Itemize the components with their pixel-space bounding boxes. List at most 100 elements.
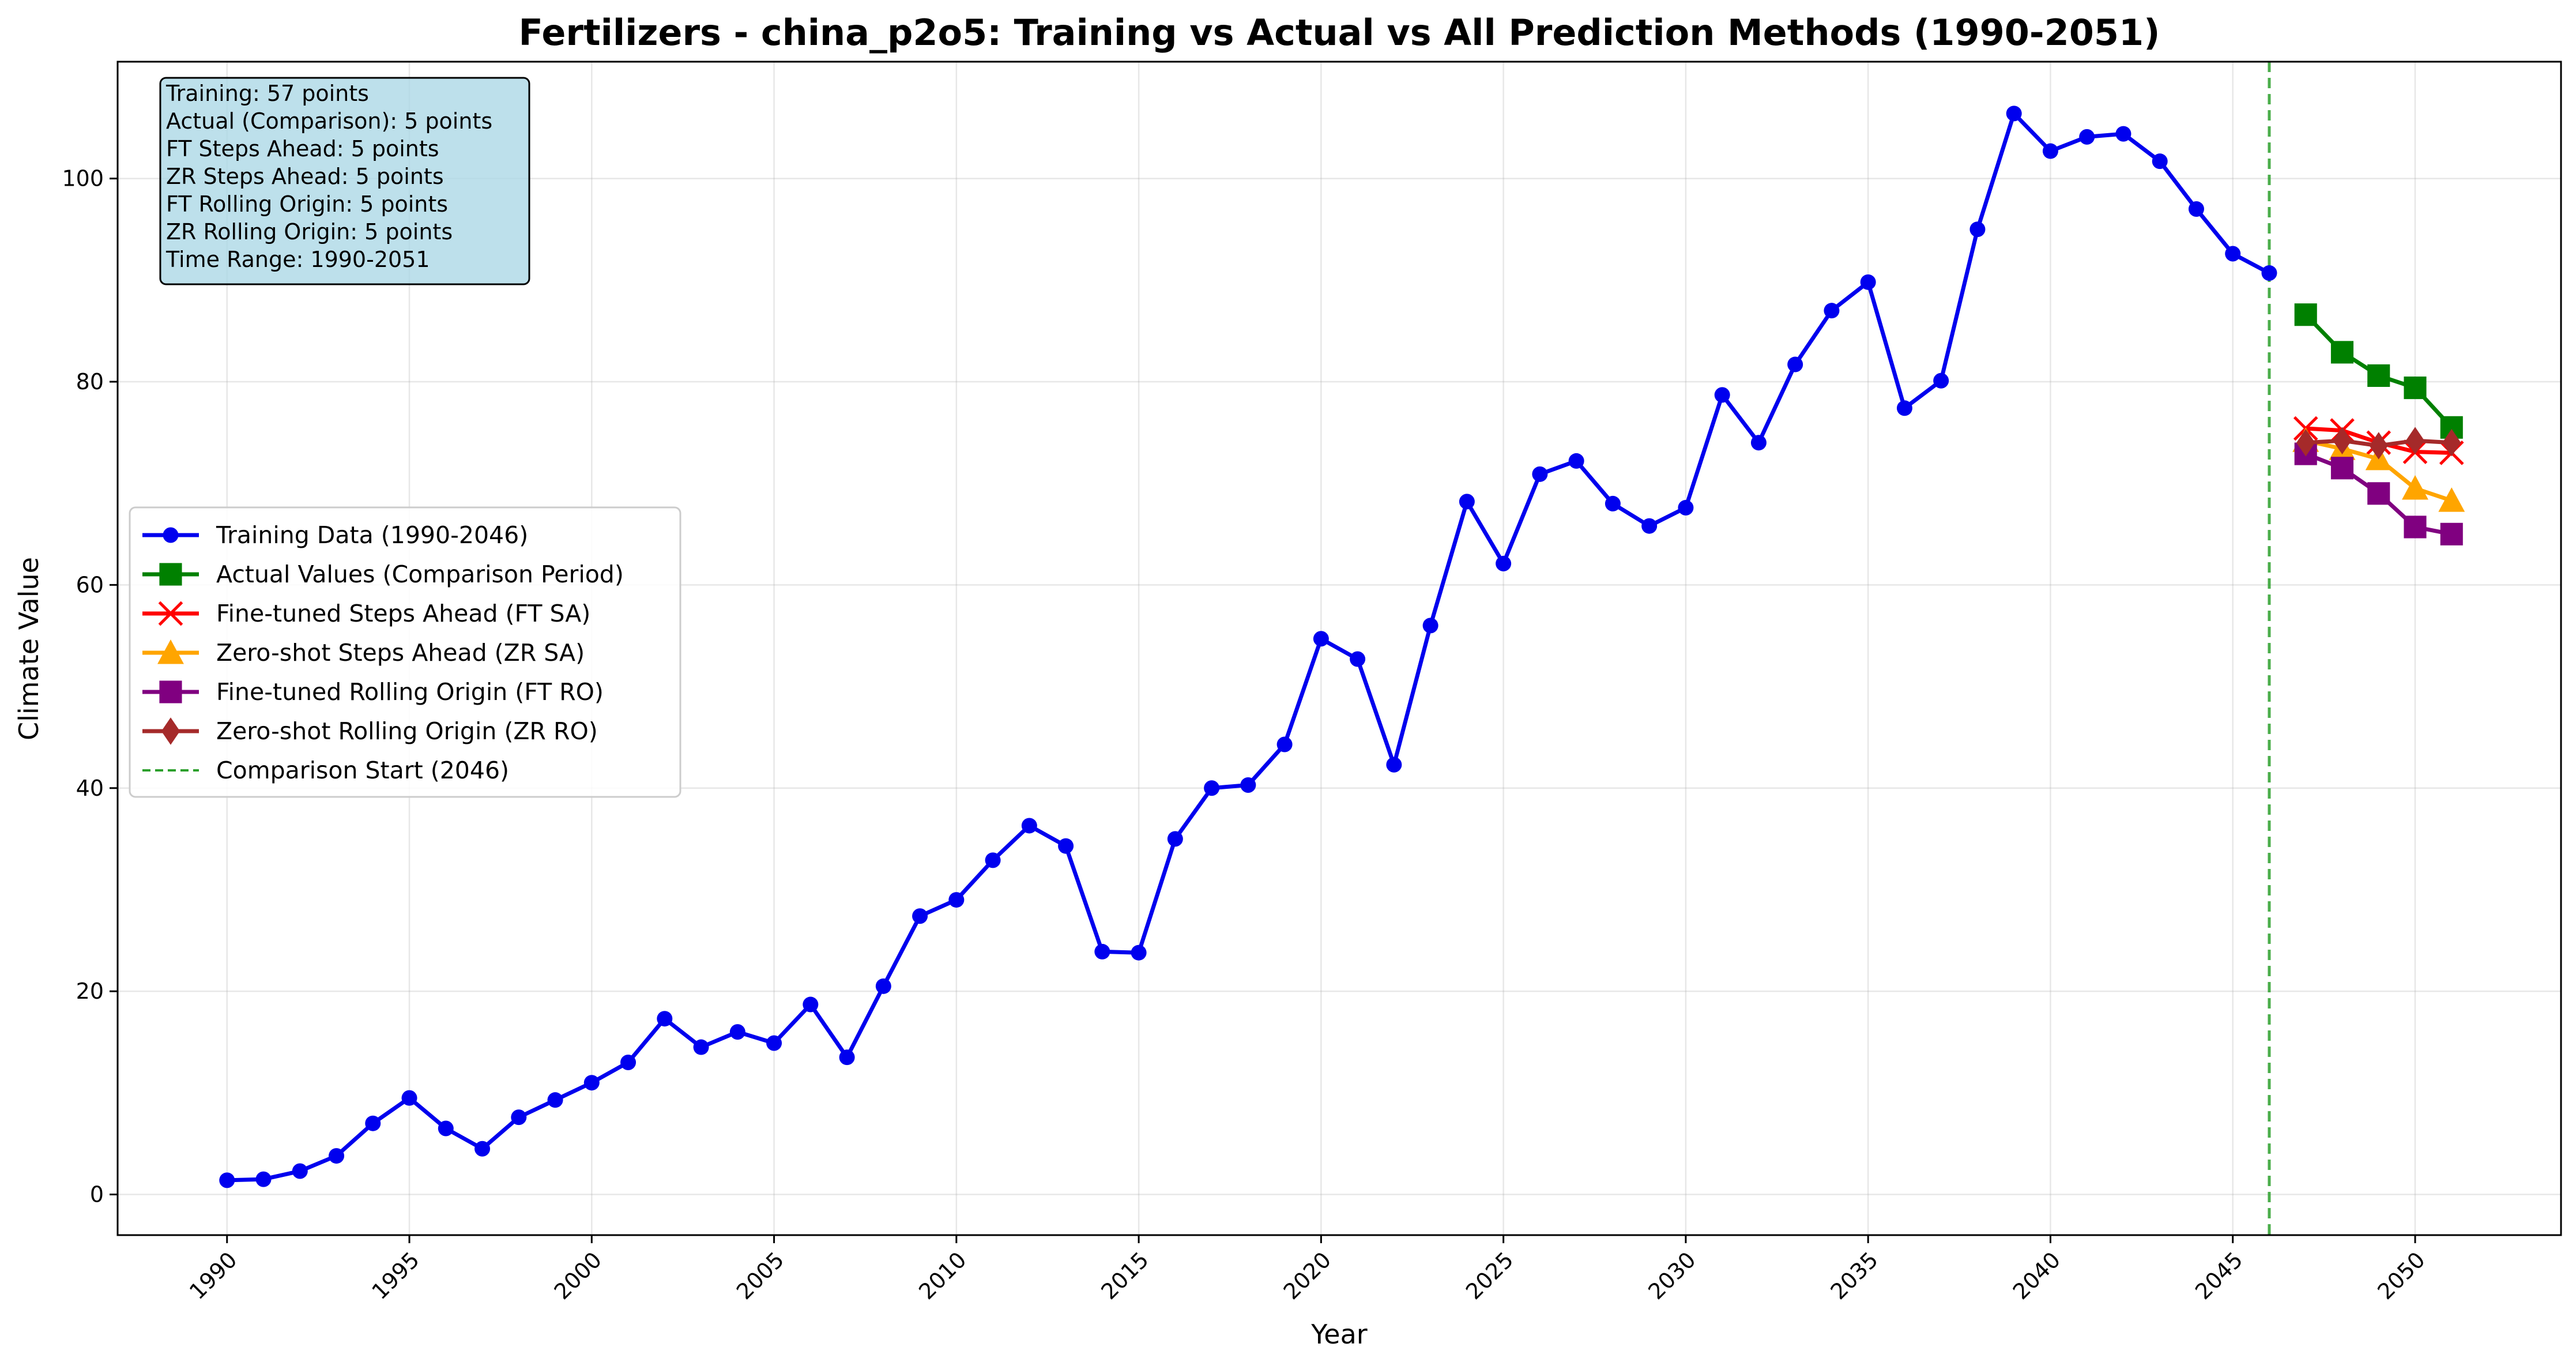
y-axis-title: Climate Value [13, 557, 44, 740]
data-point [1094, 943, 1110, 959]
data-point [255, 1171, 272, 1187]
data-point [2079, 129, 2095, 145]
data-point [2042, 143, 2058, 159]
grid [118, 62, 2561, 1235]
legend-label: Comparison Start (2046) [216, 757, 509, 784]
legend-label: Zero-shot Rolling Origin (ZR RO) [216, 717, 598, 745]
data-point [1605, 495, 1621, 511]
data-point [1459, 494, 1475, 510]
data-point [2440, 522, 2463, 545]
legend-marker [159, 680, 182, 703]
data-point [1714, 387, 1730, 403]
data-point [875, 978, 891, 994]
data-point [2369, 432, 2388, 460]
info-box-line: ZR Steps Ahead: 5 points [166, 164, 444, 189]
legend-label: Training Data (1990-2046) [216, 521, 528, 549]
data-point [1568, 453, 1584, 469]
data-point [2115, 126, 2131, 142]
data-point [2296, 428, 2315, 457]
y-tick-label: 100 [62, 166, 104, 191]
series-6 [2296, 427, 2461, 460]
series-group [219, 106, 2465, 1188]
data-point [1496, 555, 1512, 571]
data-point [365, 1115, 381, 1131]
data-point [2152, 153, 2168, 170]
data-point [1422, 618, 1438, 634]
legend-entry: Comparison Start (2046) [142, 757, 509, 784]
data-point [2294, 303, 2317, 326]
x-marker-stroke [158, 601, 183, 626]
data-point [2404, 515, 2427, 539]
y-tick-label: 20 [76, 979, 104, 1004]
y-tick-label: 0 [90, 1182, 104, 1207]
data-point [2006, 106, 2022, 122]
data-point [2225, 246, 2241, 262]
legend: Training Data (1990-2046) Actual Values (… [129, 506, 681, 798]
data-point [1824, 303, 1840, 319]
info-box-line: Actual (Comparison): 5 points [166, 108, 492, 134]
data-point [1350, 651, 1366, 667]
legend-entry: Zero-shot Rolling Origin (ZR RO) [142, 717, 598, 745]
info-box-line: Training: 57 points [165, 81, 369, 106]
data-point [1933, 372, 1949, 389]
data-point [1896, 400, 1912, 416]
data-point [329, 1148, 345, 1164]
y-axis: 0 20 40 60 80 100 [62, 166, 118, 1207]
data-point [948, 892, 965, 908]
legend-marker [161, 717, 180, 745]
data-point [1386, 757, 1402, 773]
legend-marker [158, 601, 183, 626]
data-point [1167, 831, 1183, 847]
plot-frame [116, 61, 2562, 1236]
y-tick-label: 80 [76, 369, 104, 394]
info-box-line: ZR Rolling Origin: 5 points [166, 219, 453, 244]
data-point [2442, 428, 2461, 457]
data-point [401, 1090, 417, 1106]
legend-marker [163, 527, 179, 543]
data-point [2330, 457, 2354, 480]
data-point [2333, 427, 2352, 454]
legend-background [129, 506, 681, 798]
info-box-line: FT Steps Ahead: 5 points [166, 136, 439, 161]
y-tick-label: 40 [76, 776, 104, 801]
data-point [2404, 377, 2427, 400]
chart-title: Fertilizers - china_p2o5: Training vs Ac… [518, 12, 2160, 54]
data-point [1532, 466, 1548, 482]
data-point [1131, 944, 1147, 961]
data-point [511, 1109, 527, 1126]
series-1 [219, 106, 2277, 1188]
data-point [729, 1024, 745, 1040]
info-box-line: FT Rolling Origin: 5 points [166, 191, 448, 217]
data-point [2367, 482, 2390, 505]
data-point [912, 908, 928, 924]
data-point [583, 1075, 600, 1091]
data-point [1969, 221, 1986, 238]
legend-marker [157, 639, 184, 664]
data-point [2188, 201, 2204, 217]
data-point [657, 1011, 673, 1027]
data-point [2402, 475, 2428, 500]
data-point [2438, 487, 2465, 512]
y-tick-label: 60 [76, 572, 104, 597]
data-point [2367, 364, 2390, 387]
data-point [803, 996, 819, 1013]
data-point [1787, 356, 1803, 372]
legend-label: Actual Values (Comparison Period) [216, 560, 624, 588]
legend-marker [159, 563, 182, 586]
data-point [292, 1163, 308, 1179]
data-point [219, 1172, 235, 1188]
data-point [1276, 736, 1293, 752]
legend-entry: Fine-tuned Rolling Origin (FT RO) [142, 678, 604, 706]
info-box-background [159, 77, 530, 285]
legend-label: Zero-shot Steps Ahead (ZR SA) [216, 639, 585, 667]
data-point [1204, 780, 1220, 796]
x-axis-title: Year [1310, 1319, 1367, 1350]
legend-entry: Fine-tuned Steps Ahead (FT SA) [142, 600, 590, 627]
data-point [1313, 631, 1329, 647]
data-point [1860, 274, 1876, 290]
data-point [474, 1141, 491, 1157]
legend-label: Fine-tuned Steps Ahead (FT SA) [216, 600, 590, 627]
data-point [547, 1092, 563, 1108]
data-point [438, 1120, 454, 1137]
